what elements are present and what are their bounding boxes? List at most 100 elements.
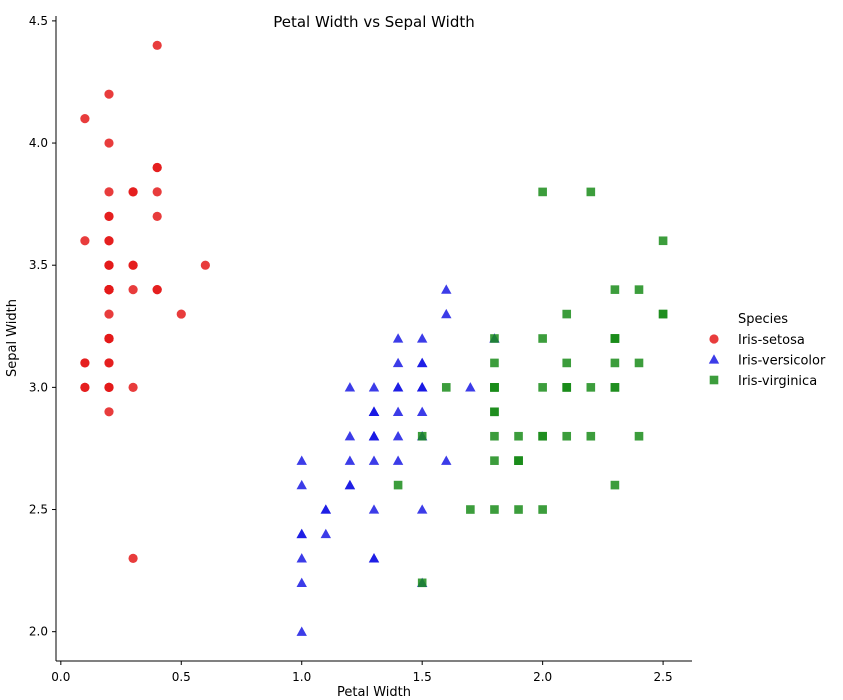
data-point — [538, 383, 547, 392]
x-tick-label: 2.5 — [654, 670, 673, 684]
data-point — [344, 479, 356, 490]
data-point — [128, 553, 138, 563]
data-point — [416, 382, 428, 392]
data-point — [296, 626, 307, 636]
data-point — [368, 504, 380, 514]
legend-marker — [709, 334, 719, 344]
legend-label: Iris-setosa — [738, 333, 805, 348]
legend-marker — [709, 375, 719, 385]
data-point — [152, 162, 162, 173]
data-point — [368, 431, 380, 441]
data-point — [416, 504, 428, 514]
x-axis-label: Petal Width — [337, 685, 411, 700]
data-point — [392, 455, 404, 465]
data-point — [538, 431, 547, 441]
data-point — [610, 285, 620, 294]
data-point — [490, 407, 499, 417]
legend-marker — [708, 354, 720, 364]
x-tick-label: 0.5 — [172, 670, 191, 684]
data-point — [466, 505, 475, 514]
data-point — [538, 334, 547, 343]
data-point — [104, 333, 114, 344]
y-tick-label: 2.0 — [29, 625, 48, 639]
data-point — [490, 505, 499, 514]
data-point — [441, 383, 451, 392]
data-point — [320, 528, 332, 539]
y-tick-label: 4.5 — [29, 14, 48, 28]
data-point — [514, 505, 523, 514]
legend: Species Iris-setosa Iris-versicolor Iris-v… — [708, 312, 826, 389]
x-tick-label: 0.0 — [51, 670, 70, 684]
data-point — [538, 187, 547, 197]
data-point — [104, 138, 114, 148]
x-tick-label: 2.0 — [533, 670, 552, 684]
data-point — [200, 260, 210, 270]
legend-title: Species — [738, 312, 788, 327]
data-point — [392, 333, 404, 343]
data-point — [368, 455, 380, 465]
data-point — [368, 553, 380, 563]
data-point — [368, 382, 380, 392]
data-point — [80, 382, 90, 392]
y-ticks: 2.0 2.5 3.0 3.5 4.0 4.5 — [29, 14, 56, 639]
data-point — [490, 431, 499, 441]
data-point — [658, 236, 668, 246]
data-point — [658, 309, 668, 319]
data-point — [128, 187, 138, 197]
data-point — [392, 382, 404, 392]
data-point — [296, 479, 307, 490]
data-point — [416, 333, 428, 343]
data-point — [562, 309, 572, 319]
data-point — [514, 431, 523, 441]
data-point — [320, 504, 332, 514]
data-point — [490, 383, 499, 392]
data-point — [441, 284, 452, 294]
data-point — [104, 407, 114, 417]
data-point — [392, 431, 404, 441]
y-axis-label: Sepal Width — [5, 299, 20, 377]
data-point — [344, 382, 356, 392]
data-point — [392, 406, 404, 416]
data-point — [104, 260, 114, 270]
x-tick-label: 1.0 — [292, 670, 311, 684]
data-point — [128, 260, 138, 270]
data-point — [296, 577, 307, 587]
data-point — [417, 431, 427, 441]
y-tick-label: 3.5 — [29, 258, 48, 272]
data-point — [104, 89, 114, 99]
data-point — [152, 40, 162, 50]
data-point — [465, 382, 476, 392]
series-1 — [80, 40, 210, 563]
data-point — [392, 357, 404, 368]
data-point — [610, 383, 620, 392]
y-tick-label: 2.5 — [29, 503, 48, 517]
data-point — [296, 528, 307, 539]
data-point — [104, 285, 114, 295]
data-point — [441, 308, 452, 319]
data-point — [344, 431, 356, 441]
data-point — [634, 431, 644, 441]
data-point — [562, 358, 572, 368]
data-point — [490, 358, 499, 368]
data-point — [538, 505, 547, 514]
data-point — [80, 114, 90, 124]
data-point — [441, 455, 452, 465]
data-point — [393, 480, 403, 490]
legend-label: Iris-virginica — [738, 374, 817, 389]
series-2 — [296, 284, 500, 636]
data-point — [296, 553, 307, 563]
data-point — [128, 285, 138, 295]
data-point — [562, 431, 572, 441]
plot-area: 0.0 0.5 1.0 1.5 2.0 2.5 2.0 2.5 3.0 3.5 4.0 4.5 — [29, 14, 692, 684]
y-tick-label: 3.0 — [29, 380, 48, 394]
data-point — [514, 456, 523, 465]
data-point — [104, 211, 114, 221]
data-point — [416, 406, 428, 416]
data-point — [152, 285, 162, 295]
series-3 — [393, 187, 668, 588]
data-point — [490, 334, 499, 343]
data-point — [176, 309, 186, 319]
data-point — [610, 334, 620, 343]
data-point — [104, 358, 114, 368]
